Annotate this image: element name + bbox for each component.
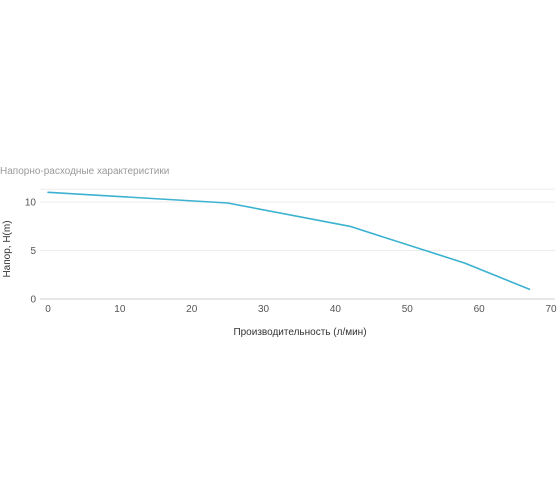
series-group — [47, 191, 531, 291]
y-axis-ticks: 0 5 10 — [25, 198, 37, 306]
y-axis-label: Напор, H(m) — [2, 220, 13, 277]
chart-title: Напорно-расходные характеристики — [0, 166, 169, 177]
x-axis-ticks: 0 10 20 30 40 50 60 70 — [45, 304, 557, 315]
y-tick-label: 0 — [30, 295, 36, 306]
y-tick-label: 10 — [25, 198, 37, 209]
series-line-1 — [47, 191, 531, 291]
x-tick-label: 40 — [330, 304, 342, 315]
y-tick-label: 5 — [30, 246, 36, 257]
x-tick-label: 50 — [402, 304, 414, 315]
x-axis-label: Производительность (л/мин) — [233, 327, 366, 338]
x-tick-label: 30 — [258, 304, 270, 315]
x-tick-label: 70 — [545, 304, 557, 315]
x-tick-label: 0 — [45, 304, 51, 315]
x-tick-label: 10 — [114, 304, 126, 315]
grid-lines — [40, 188, 555, 300]
x-tick-label: 60 — [474, 304, 486, 315]
x-tick-label: 20 — [186, 304, 198, 315]
